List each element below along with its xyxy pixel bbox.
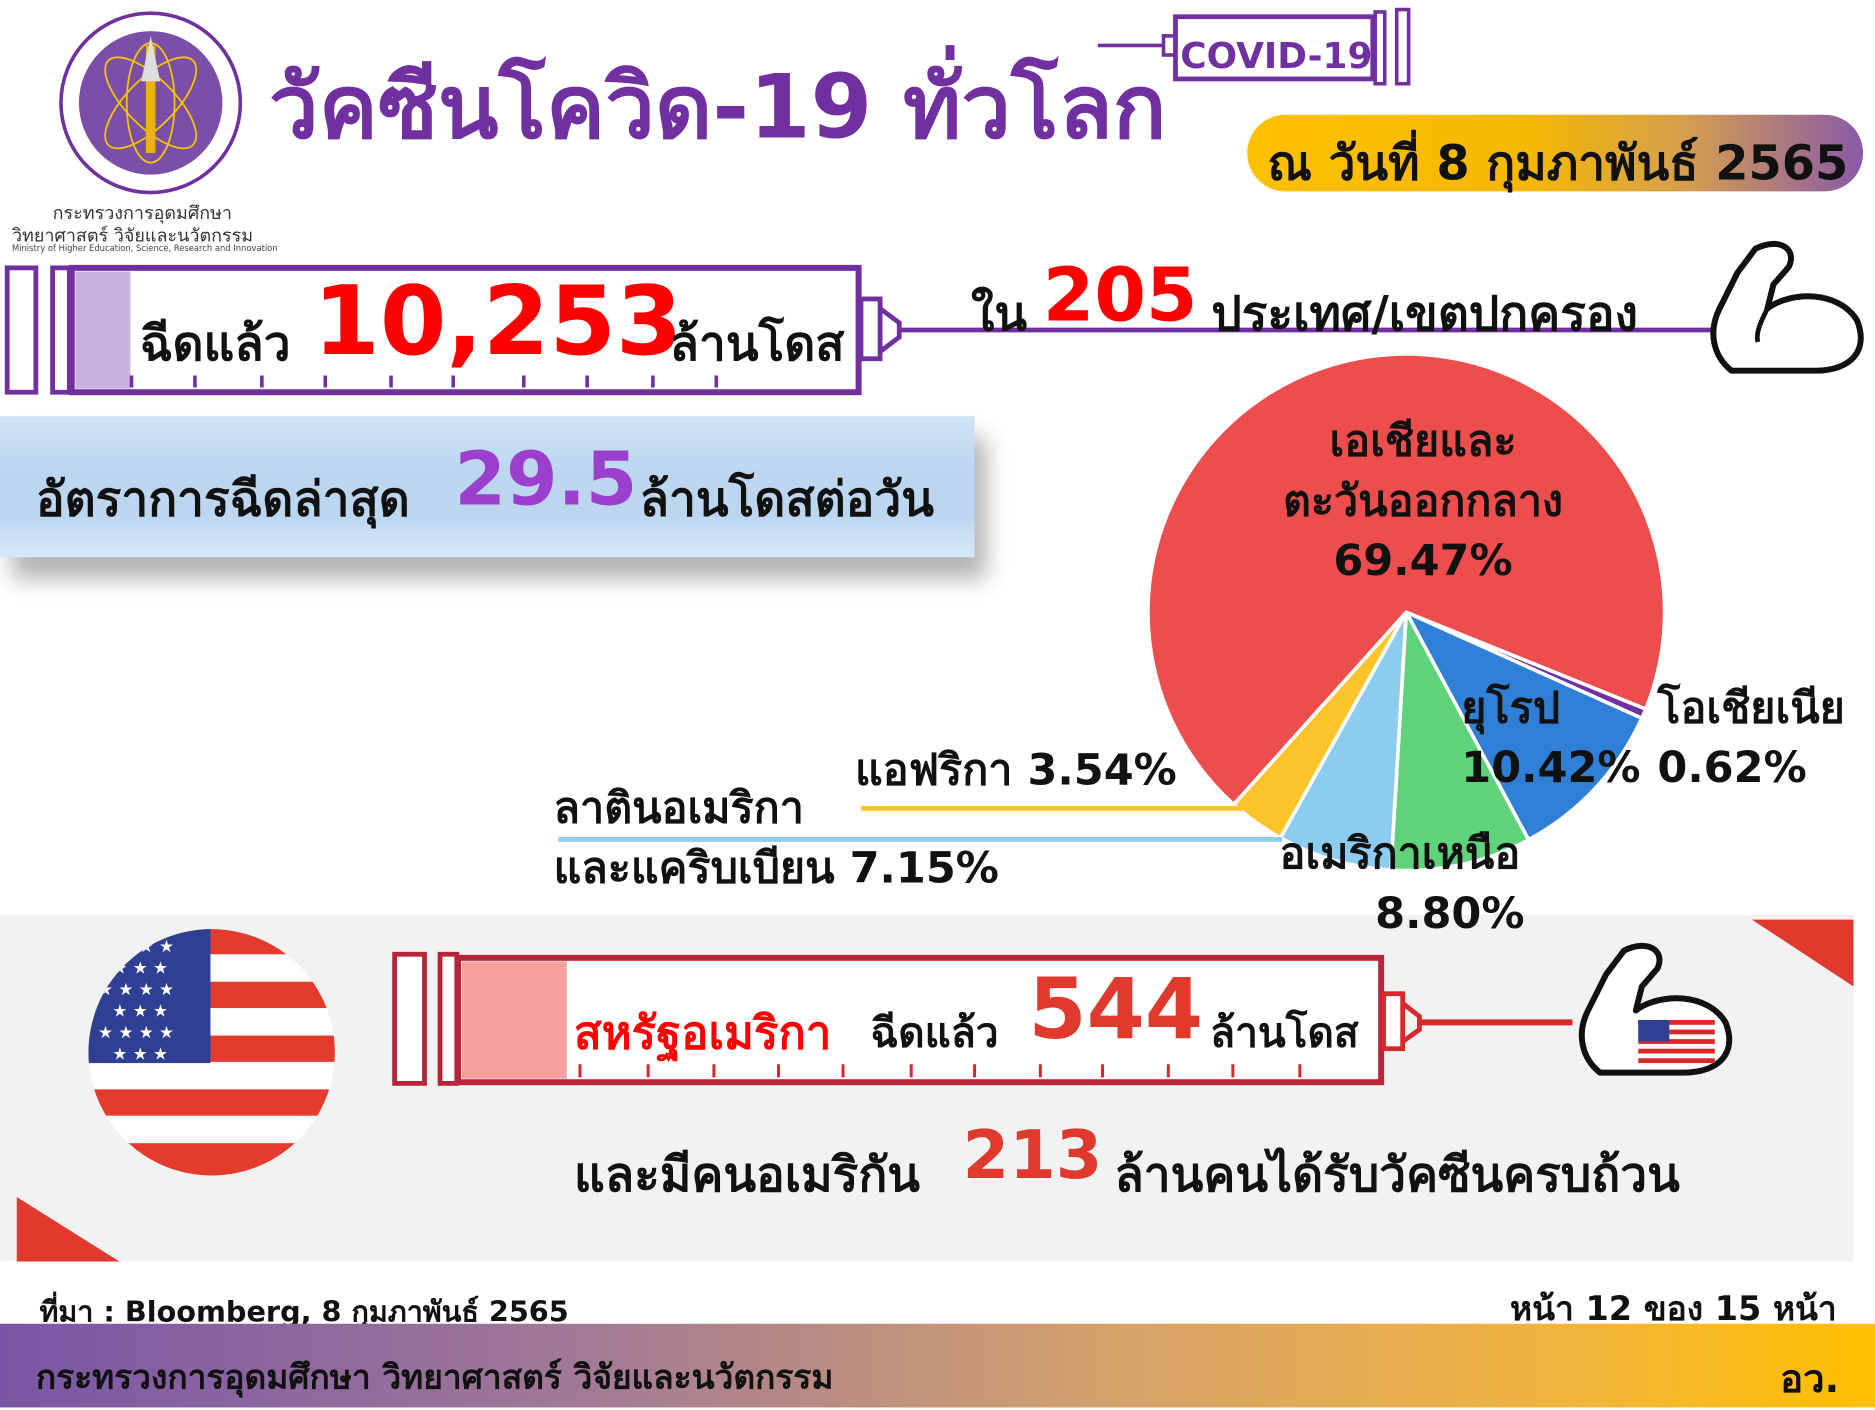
oceania-label: โอเชียเนีย <box>1657 683 1845 734</box>
usa-people-value: 213 <box>962 1116 1103 1195</box>
logo-text-line1: กระทรวงการอุดมศึกษา <box>52 202 232 224</box>
pie-slice <box>1402 608 1645 843</box>
africa-label: แอฟริกา <box>854 746 1013 796</box>
asia-label-value: 69.47% <box>1333 536 1513 586</box>
slice-label-north-america: อเมริกาเหนือ 8.80% <box>1279 825 1525 945</box>
countries-value: 205 <box>1042 251 1198 339</box>
usa-country-name: สหรัฐอเมริกา <box>573 1006 832 1060</box>
usa-flag-icon: ★ ★ ★ ★★ ★ ★★ ★ ★ ★★ ★ ★★ ★ ★ ★★ ★ ★ <box>88 929 335 1176</box>
usa-doses-value: 544 <box>1028 960 1204 1059</box>
slice-label-asia: เอเชียและ ตะวันออกกลาง 69.47% <box>1256 413 1591 592</box>
leader-lines <box>558 805 1282 842</box>
latam-label-line1: ลาตินอเมริกา <box>553 784 804 834</box>
europe-value: 10.42% <box>1461 743 1641 793</box>
slice-label-oceania: โอเชียเนีย 0.62% <box>1657 679 1844 799</box>
slice-label-africa: แอฟริกา 3.54% <box>855 741 1177 801</box>
svg-text:★ ★ ★ ★: ★ ★ ★ ★ <box>98 936 174 956</box>
footer-ministry: กระทรวงการอุดมศึกษา วิทยาศาสตร์ วิจัยและ… <box>35 1357 834 1397</box>
date-text: ณ วันที่ 8 กุมภาพันธ์ 2565 <box>1267 136 1849 192</box>
panel-corner-decorations <box>16 919 1854 1262</box>
footer-bar <box>0 1323 1875 1408</box>
latam-value: 7.15% <box>849 844 999 894</box>
covid-syringe-icon <box>1097 7 1411 86</box>
slice-label-europe: ยุโรป 10.42% <box>1461 679 1640 799</box>
asia-label-line1: เอเชียและ <box>1329 417 1517 467</box>
pie-slice <box>1146 352 1667 808</box>
rate-prefix: อัตราการฉีดล่าสุด <box>35 472 410 528</box>
usa-syringe-icon <box>392 951 1573 1086</box>
usa-people-suffix: ล้านคนได้รับวัคซีนครบถ้วน <box>1114 1147 1680 1203</box>
latam-label-line2: และแคริบเบียน <box>553 844 835 894</box>
source-text: ที่มา : Bloomberg, 8 กุมภาพันธ์ 2565 <box>39 1295 569 1329</box>
countries-prefix: ใน <box>970 286 1028 342</box>
logo-text-line2: วิทยาศาสตร์ วิจัยและนวัตกรรม <box>11 224 254 247</box>
usa-people-prefix: และมีคนอเมริกัน <box>573 1147 920 1203</box>
page-title: วัคซีนโควิด-19 ทั่วโลก <box>269 56 1167 160</box>
covid-badge-text: COVID-19 <box>1180 35 1373 78</box>
muscle-arm-icon <box>1710 241 1864 374</box>
ministry-logo <box>59 11 243 195</box>
pie-chart <box>1146 352 1667 873</box>
world-doses-value: 10,253 <box>313 265 683 377</box>
usa-doses-prefix: ฉีดแล้ว <box>870 1009 999 1058</box>
svg-text:★ ★ ★: ★ ★ ★ <box>112 957 168 977</box>
svg-text:★ ★ ★: ★ ★ ★ <box>112 1000 168 1020</box>
footer-abbr: อว. <box>1780 1356 1840 1402</box>
na-label: อเมริกาเหนือ <box>1279 829 1521 879</box>
europe-label: ยุโรป <box>1461 683 1561 734</box>
svg-text:★ ★ ★ ★: ★ ★ ★ ★ <box>98 979 174 999</box>
daily-rate-box <box>0 416 975 558</box>
pie-slice <box>1277 611 1409 872</box>
na-value: 8.80% <box>1375 889 1525 939</box>
slice-label-latam: ลาตินอเมริกา และแคริบเบียน 7.15% <box>554 780 999 900</box>
countries-suffix: ประเทศ/เขตปกครอง <box>1211 286 1639 342</box>
date-pill <box>1247 114 1864 192</box>
africa-value: 3.54% <box>1027 746 1177 796</box>
oceania-value: 0.62% <box>1657 743 1807 793</box>
world-syringe-icon <box>4 264 1800 396</box>
rate-value: 29.5 <box>454 435 638 523</box>
world-doses-unit: ล้านโดส <box>669 316 845 372</box>
asia-label-line2: ตะวันออกกลาง <box>1282 477 1564 527</box>
svg-text:★ ★ ★: ★ ★ ★ <box>112 1043 168 1063</box>
logo-text-line3: Ministry of Higher Education, Science, R… <box>11 243 278 254</box>
usa-muscle-arm-icon <box>1578 943 1733 1076</box>
rate-suffix: ล้านโดสต่อวัน <box>639 472 934 528</box>
world-doses-prefix: ฉีดแล้ว <box>139 316 291 372</box>
usa-doses-unit: ล้านโดส <box>1210 1009 1359 1058</box>
page-number: หน้า 12 ของ 15 หน้า <box>1510 1289 1837 1329</box>
pie-slice <box>1388 605 1531 873</box>
svg-text:★ ★ ★ ★: ★ ★ ★ ★ <box>98 1022 174 1042</box>
